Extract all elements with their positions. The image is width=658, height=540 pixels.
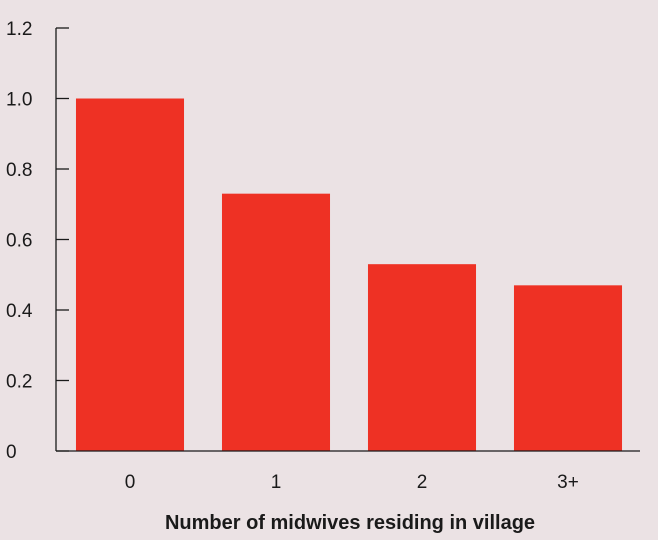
y-axis: 0 0.2 0.4 0.6 0.8 1.0 1.2 <box>6 19 69 463</box>
x-tick-label: 0 <box>125 472 136 493</box>
x-tick-label: 1 <box>271 472 282 493</box>
y-tick-label: 0.8 <box>6 160 32 181</box>
x-axis-title: Number of midwives residing in village <box>165 512 535 534</box>
y-tick-label: 0 <box>6 442 17 463</box>
bar-2 <box>367 264 477 451</box>
x-axis: 0 1 2 3+ <box>56 450 640 493</box>
y-tick-label: 1.2 <box>6 19 32 40</box>
y-tick-label: 0.6 <box>6 231 32 252</box>
bar-0 <box>75 98 185 451</box>
bars <box>75 98 623 452</box>
y-tick-label: 0.4 <box>6 301 33 322</box>
bar-3+ <box>513 285 623 451</box>
x-tick-label: 2 <box>417 472 428 493</box>
bar-1 <box>221 193 331 452</box>
y-tick-label: 1.0 <box>6 90 32 111</box>
y-tick-label: 0.2 <box>6 372 32 393</box>
x-tick-label: 3+ <box>557 472 579 493</box>
